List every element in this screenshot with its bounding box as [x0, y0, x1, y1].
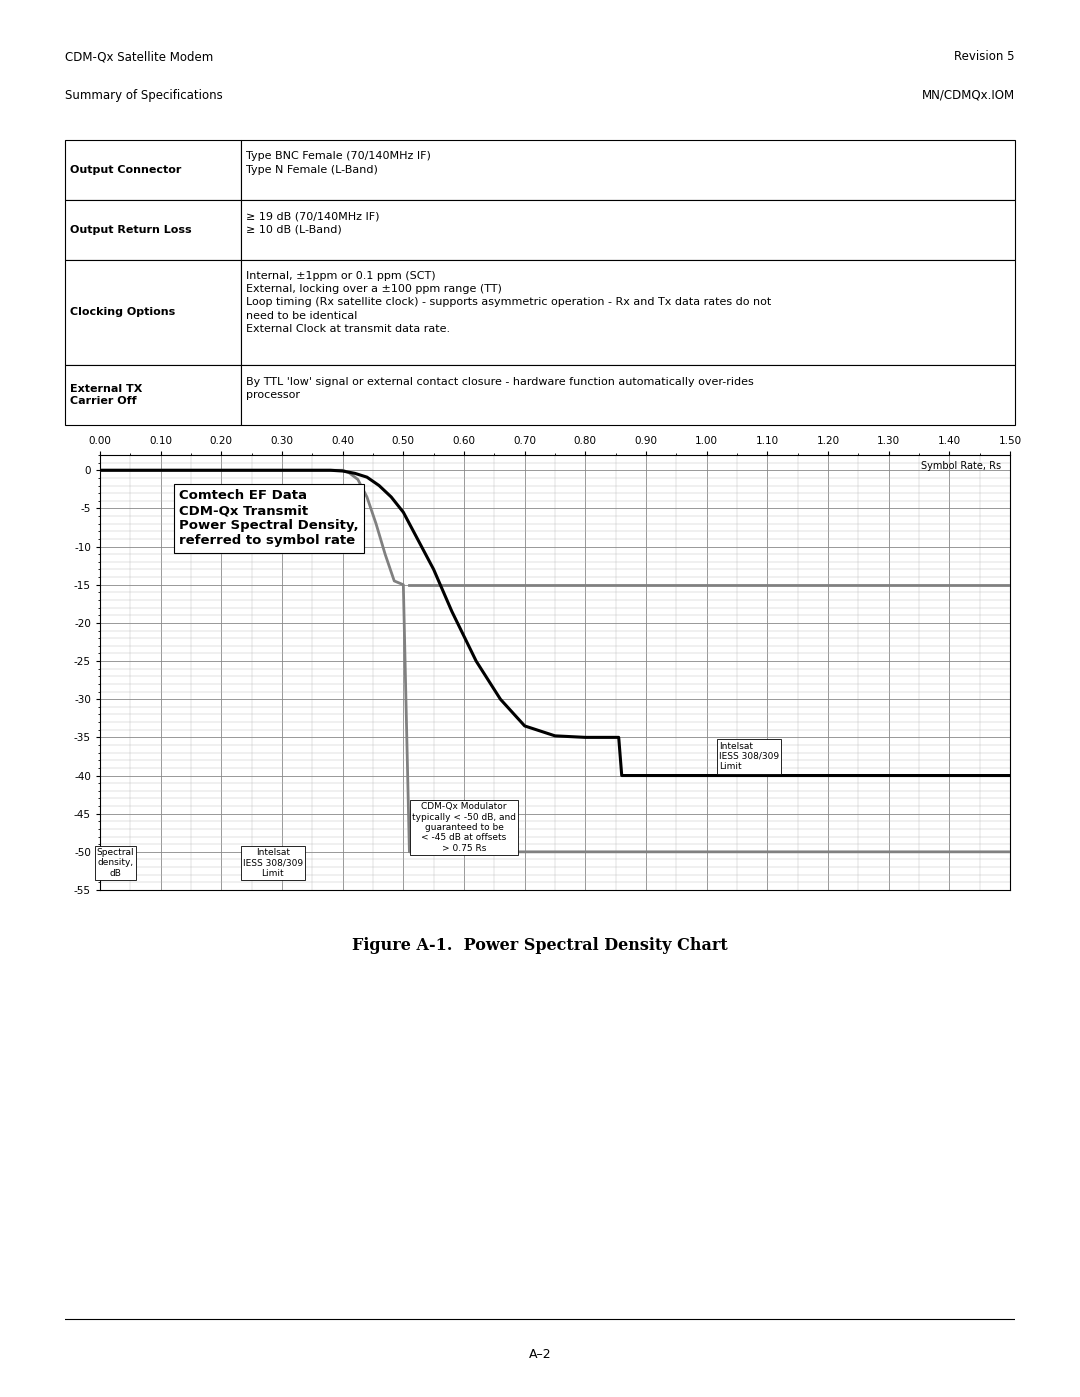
Bar [65, 140, 241, 200]
Text: Comtech EF Data
CDM-Qx Transmit
Power Spectral Density,
referred to symbol rate: Comtech EF Data CDM-Qx Transmit Power Sp… [179, 489, 359, 548]
Bar [241, 365, 1015, 425]
Bar [65, 260, 241, 365]
Bar [241, 140, 1015, 200]
Text: Intelsat
IESS 308/309
Limit: Intelsat IESS 308/309 Limit [243, 848, 303, 877]
Text: ≥ 19 dB (70/140MHz IF)
≥ 10 dB (L-Band): ≥ 19 dB (70/140MHz IF) ≥ 10 dB (L-Band) [246, 211, 380, 235]
Text: External TX
Carrier Off: External TX Carrier Off [70, 384, 143, 407]
Bar [241, 200, 1015, 260]
Text: Figure A-1.  Power Spectral Density Chart: Figure A-1. Power Spectral Density Chart [352, 936, 728, 954]
Text: Output Return Loss: Output Return Loss [70, 225, 191, 235]
Text: Symbol Rate, Rs: Symbol Rate, Rs [921, 461, 1001, 471]
Bar [65, 365, 241, 425]
Text: CDM-Qx Modulator
typically < -50 dB, and
guaranteed to be
< -45 dB at offsets
> : CDM-Qx Modulator typically < -50 dB, and… [411, 802, 516, 852]
Text: A–2: A–2 [529, 1348, 551, 1362]
Bar [65, 200, 241, 260]
Text: Type BNC Female (70/140MHz IF)
Type N Female (L-Band): Type BNC Female (70/140MHz IF) Type N Fe… [246, 151, 431, 175]
Text: Output Connector: Output Connector [70, 165, 181, 175]
Text: MN/CDMQx.IOM: MN/CDMQx.IOM [922, 88, 1015, 102]
Text: By TTL 'low' signal or external contact closure - hardware function automaticall: By TTL 'low' signal or external contact … [246, 377, 754, 400]
Text: Clocking Options: Clocking Options [70, 307, 175, 317]
Text: Internal, ±1ppm or 0.1 ppm (SCT)
External, locking over a ±100 ppm range (TT)
Lo: Internal, ±1ppm or 0.1 ppm (SCT) Externa… [246, 271, 772, 334]
Bar [241, 260, 1015, 365]
Text: Spectral
density,
dB: Spectral density, dB [96, 848, 134, 877]
Text: Summary of Specifications: Summary of Specifications [65, 88, 222, 102]
Text: CDM-Qx Satellite Modem: CDM-Qx Satellite Modem [65, 50, 213, 63]
Text: Revision 5: Revision 5 [955, 50, 1015, 63]
Text: Intelsat
IESS 308/309
Limit: Intelsat IESS 308/309 Limit [719, 742, 779, 771]
